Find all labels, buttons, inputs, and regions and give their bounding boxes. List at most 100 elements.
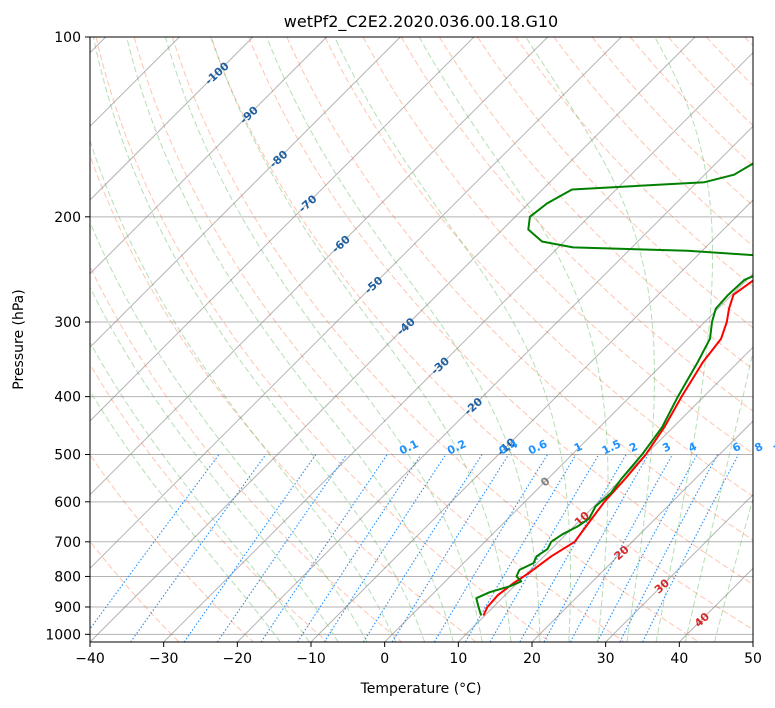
moist-adiabat <box>210 37 512 642</box>
dry-adiabat <box>95 37 551 642</box>
y-tick-label: 800 <box>54 569 81 585</box>
dry-adiabat <box>362 37 753 455</box>
background-grid <box>90 37 753 642</box>
x-tick-label: −20 <box>223 651 253 667</box>
isotherm-line <box>90 37 622 570</box>
moist-adiabat <box>92 37 426 642</box>
mixing-ratio-line <box>183 454 317 642</box>
isotherm-line <box>236 125 753 642</box>
mixing-ratio-line <box>596 454 698 642</box>
y-tick-label: 300 <box>54 315 81 331</box>
dry-adiabat <box>629 37 753 167</box>
dry-adiabat <box>553 37 753 247</box>
x-tick-label: −40 <box>75 651 105 667</box>
mixing-ratio-line <box>464 454 577 642</box>
mixing-ratio-line <box>489 454 600 642</box>
y-tick-label: 500 <box>54 448 81 464</box>
moist-adiabat <box>90 220 368 642</box>
moist-adiabat <box>266 37 541 642</box>
x-tick-label: 0 <box>380 651 389 667</box>
mixing-ratio-label: 2 <box>627 440 640 455</box>
dry-adiabat <box>133 37 625 642</box>
mixing-ratio-label: 4 <box>686 440 699 455</box>
x-tick-label: 30 <box>597 651 615 667</box>
dewpoint-profile <box>475 162 753 616</box>
mixing-ratio-line <box>569 454 673 642</box>
isotherm-line <box>752 641 753 642</box>
x-tick-label: 50 <box>744 651 762 667</box>
dry-adiabat <box>210 37 753 631</box>
mixing-ratio-line <box>216 454 348 642</box>
dry-adiabat <box>90 453 254 642</box>
mixing-ratio-line <box>642 454 739 642</box>
isotherm-line <box>678 567 753 642</box>
mixing-ratio-line <box>297 454 422 642</box>
sounding-profiles <box>475 162 753 616</box>
isotherm-line <box>90 37 475 422</box>
dry-adiabat <box>477 37 753 329</box>
x-axis-ticks: −40 −30 −20 −10 0 10 20 30 40 50 <box>75 642 762 667</box>
dry-adiabat <box>744 37 753 47</box>
isotherm-label: -100 <box>202 59 231 87</box>
moist-adiabat <box>525 37 656 642</box>
isotherm-line <box>457 346 753 642</box>
dry-adiabat <box>515 37 753 288</box>
moist-adiabat <box>654 37 713 642</box>
moist-adiabat <box>164 37 483 642</box>
mixing-ratio-line <box>362 454 483 642</box>
moist-adiabat <box>684 349 753 642</box>
isotherm-line <box>90 37 401 349</box>
moist-adiabat <box>334 37 571 642</box>
isotherm-line <box>90 37 328 275</box>
mixing-ratio-label: 6 <box>730 440 743 455</box>
dry-adiabat <box>90 153 477 642</box>
mixing-ratio-line <box>433 454 548 642</box>
mixing-ratio-line <box>90 454 220 630</box>
mixing-ratio-line <box>323 454 447 642</box>
dry-adiabat <box>324 37 753 498</box>
mixing-ratio-label: 8 <box>752 440 765 455</box>
mixing-ratio-line <box>543 454 649 642</box>
y-tick-label: 100 <box>54 30 81 46</box>
x-tick-label: −30 <box>149 651 179 667</box>
dry-adiabat <box>90 265 403 642</box>
isotherm-line <box>384 272 753 642</box>
mixing-ratio-label: 10 <box>771 438 775 457</box>
dry-adiabat <box>90 363 328 642</box>
x-tick-label: 20 <box>523 651 541 667</box>
moist-adiabat <box>90 341 310 642</box>
dry-adiabat <box>438 37 753 370</box>
y-tick-label: 200 <box>54 210 81 226</box>
y-tick-label: 400 <box>54 390 81 406</box>
x-tick-label: 10 <box>449 651 467 667</box>
moist-adiabat <box>90 390 281 642</box>
isotherm-line <box>310 199 753 642</box>
isotherm-line <box>163 51 753 642</box>
y-tick-label: 1000 <box>45 627 81 643</box>
dry-adiabat <box>706 37 753 87</box>
y-axis-ticks: 100 200 300 400 500 600 700 800 900 1000 <box>45 30 90 643</box>
moist-adiabat <box>714 497 753 642</box>
isotherm-line <box>531 420 753 642</box>
chart-title: wetPf2_C2E2.2020.036.00.18.G10 <box>284 12 558 32</box>
x-tick-label: 40 <box>670 651 688 667</box>
mixing-ratio-line <box>130 454 267 642</box>
isotherm-line <box>605 493 753 642</box>
moist-adiabat <box>90 138 397 642</box>
y-tick-label: 600 <box>54 495 81 511</box>
moist-adiabat <box>126 37 454 642</box>
x-axis-label: Temperature (°C) <box>360 681 482 697</box>
isotherm-line <box>90 37 254 201</box>
y-axis-label: Pressure (hPa) <box>11 289 27 389</box>
moist-adiabat <box>90 286 339 642</box>
isotherm-line <box>90 37 696 642</box>
mixing-ratio-line <box>519 454 627 642</box>
mixing-ratio-label: 3 <box>660 440 673 455</box>
y-tick-label: 700 <box>54 535 81 551</box>
dry-adiabat <box>400 37 753 412</box>
y-tick-label: 900 <box>54 600 81 616</box>
plot-frame <box>89 36 754 643</box>
dry-adiabat <box>286 37 753 541</box>
